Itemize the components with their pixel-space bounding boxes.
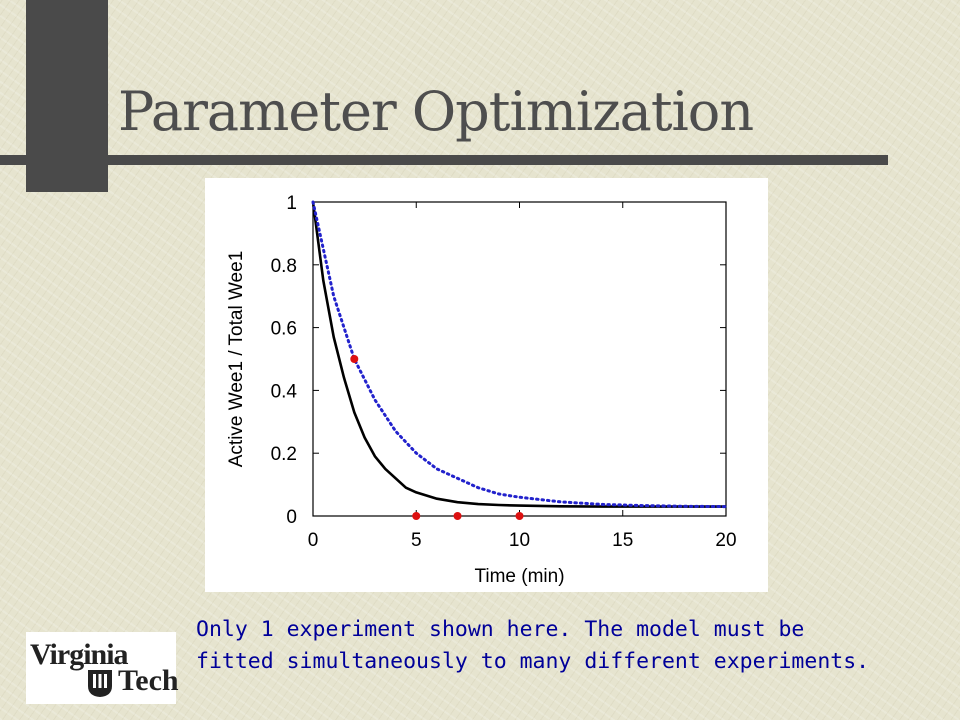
y-tick-label: 0 (286, 507, 297, 528)
data-point (412, 512, 421, 520)
y-tick-label: 0.4 (271, 381, 298, 402)
x-tick-label: 10 (509, 530, 530, 551)
data-point (453, 512, 462, 520)
plot-frame (312, 201, 727, 517)
data-point (350, 355, 359, 363)
y-tick-label: 1 (286, 193, 297, 214)
x-tick-label: 15 (612, 530, 633, 551)
slide-caption: Only 1 experiment shown here. The model … (196, 617, 870, 674)
logo-word-virginia: Virginia (30, 638, 129, 671)
x-tick-label: 5 (411, 530, 422, 551)
series-line-dotted (311, 200, 728, 509)
y-tick-label: 0.2 (271, 444, 297, 465)
data-point (515, 512, 524, 520)
slide-title: Parameter Optimization (118, 80, 754, 143)
y-tick-label: 0.8 (271, 256, 297, 277)
virginia-tech-logo: Virginia Tech (26, 632, 179, 704)
series-line-solid (311, 201, 726, 508)
y-axis-label: Active Wee1 / Total Wee1 (226, 251, 247, 468)
decorative-horizontal-bar (0, 155, 888, 165)
x-tick-label: 0 (308, 530, 319, 551)
decay-chart: 0 5 10 15 20 0 0.2 0.4 0.6 0.8 1 Time (min) Active W… (226, 193, 737, 587)
x-axis-label: Time (min) (474, 566, 564, 587)
x-tick-label: 20 (715, 530, 736, 551)
logo-word-tech: Tech (118, 664, 179, 697)
logo-shield-icon (88, 670, 112, 697)
plot-panel: 0 5 10 15 20 0 0.2 0.4 0.6 0.8 1 Time (min) Active W… (205, 178, 768, 592)
y-tick-label: 0.6 (271, 319, 297, 340)
